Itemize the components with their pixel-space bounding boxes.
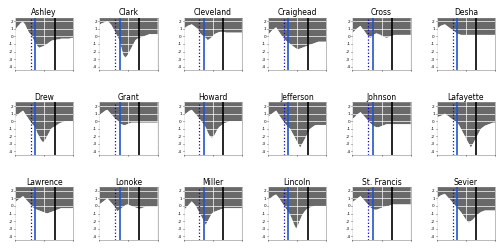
Title: Sevier: Sevier — [454, 178, 478, 187]
Title: Lincoln: Lincoln — [284, 178, 311, 187]
Title: Howard: Howard — [198, 93, 228, 102]
Title: Clark: Clark — [118, 8, 139, 18]
Title: St. Francis: St. Francis — [362, 178, 402, 187]
Title: Lafayette: Lafayette — [448, 93, 484, 102]
Title: Craighead: Craighead — [278, 8, 317, 18]
Title: Cross: Cross — [371, 8, 392, 18]
Title: Ashley: Ashley — [32, 8, 57, 18]
Title: Johnson: Johnson — [366, 93, 396, 102]
Title: Lawrence: Lawrence — [26, 178, 63, 187]
Title: Lonoke: Lonoke — [115, 178, 142, 187]
Title: Drew: Drew — [34, 93, 54, 102]
Title: Cleveland: Cleveland — [194, 8, 232, 18]
Title: Miller: Miller — [202, 178, 224, 187]
Title: Grant: Grant — [118, 93, 140, 102]
Title: Jefferson: Jefferson — [280, 93, 314, 102]
Title: Desha: Desha — [454, 8, 478, 18]
